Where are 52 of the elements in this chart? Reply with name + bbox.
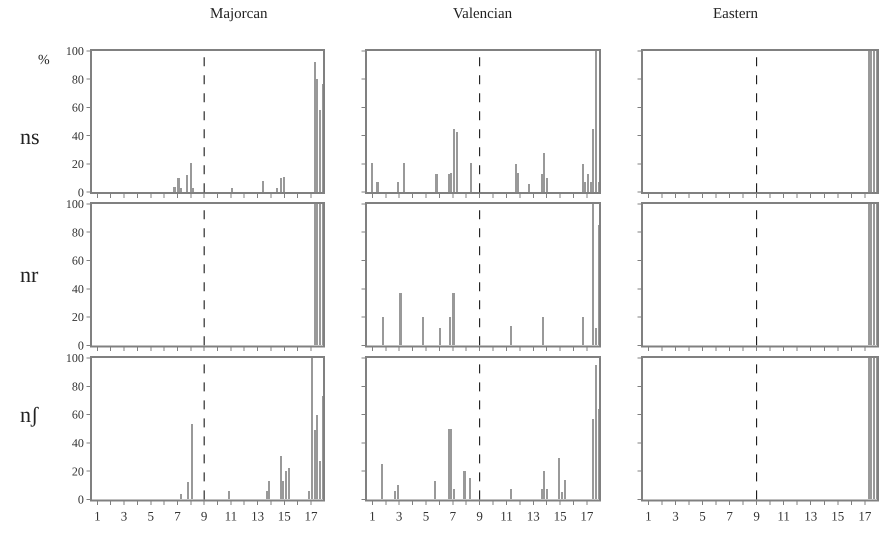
y-tick-label: 60 — [72, 100, 84, 115]
y-tick-label: 20 — [72, 464, 84, 478]
x-tick-label: 5 — [699, 508, 706, 524]
y-tick-label: 20 — [72, 310, 84, 324]
x-tick-label: 11 — [777, 508, 790, 524]
x-tick-label: 17 — [304, 508, 318, 524]
x-tick-label: 15 — [831, 508, 844, 524]
x-tick-label: 13 — [804, 508, 818, 524]
x-tick-label: 7 — [450, 508, 457, 524]
y-tick-label: 60 — [72, 254, 84, 268]
y-tick-label: 0 — [78, 492, 84, 507]
y-tick-label: 40 — [72, 436, 84, 450]
x-tick-label: 1 — [369, 508, 376, 524]
chart-title: Valencian — [453, 6, 513, 22]
x-tick-label: 9 — [753, 508, 760, 524]
y-tick-label: 0 — [78, 338, 84, 353]
y-axis-title: ns — [20, 124, 40, 149]
x-tick-label: 7 — [174, 508, 182, 524]
y-tick-label: 60 — [72, 408, 84, 422]
x-tick-label: 7 — [726, 508, 734, 524]
x-tick-label: 13 — [251, 508, 264, 524]
x-tick-label: 9 — [476, 508, 483, 524]
x-tick-label: 5 — [148, 508, 154, 524]
y-tick-label: 40 — [72, 128, 84, 143]
y-tick-label: 0 — [78, 185, 84, 200]
x-tick-label: 13 — [526, 508, 540, 524]
x-tick-label: 3 — [120, 508, 128, 524]
x-tick-label: 15 — [554, 508, 567, 524]
y-tick-label: 100 — [66, 351, 84, 366]
y-tick-label: 80 — [72, 225, 84, 240]
x-tick-label: 17 — [858, 508, 872, 524]
y-axis-title: nʃ — [20, 402, 39, 427]
chart-title: Eastern — [713, 6, 758, 22]
x-tick-label: 11 — [500, 508, 513, 524]
x-tick-label: 9 — [200, 508, 208, 524]
chart-title: Majorcan — [210, 6, 268, 22]
y-tick-label: 80 — [72, 72, 84, 86]
x-tick-label: 1 — [94, 508, 101, 524]
y-tick-label: 20 — [72, 157, 84, 172]
y-axis-title: nr — [20, 262, 39, 287]
x-tick-label: 11 — [224, 508, 238, 524]
x-tick-label: 1 — [645, 508, 652, 524]
x-tick-label: 3 — [396, 508, 402, 524]
x-tick-label: 15 — [278, 508, 291, 524]
y-tick-label: 100 — [66, 197, 84, 212]
x-tick-label: 3 — [672, 508, 679, 524]
y-tick-label: 40 — [72, 282, 84, 296]
text: % — [38, 53, 50, 68]
x-tick-label: 5 — [422, 508, 430, 524]
x-tick-label: 17 — [580, 508, 594, 524]
y-tick-label: 80 — [72, 379, 84, 394]
y-tick-label: 100 — [66, 44, 84, 58]
